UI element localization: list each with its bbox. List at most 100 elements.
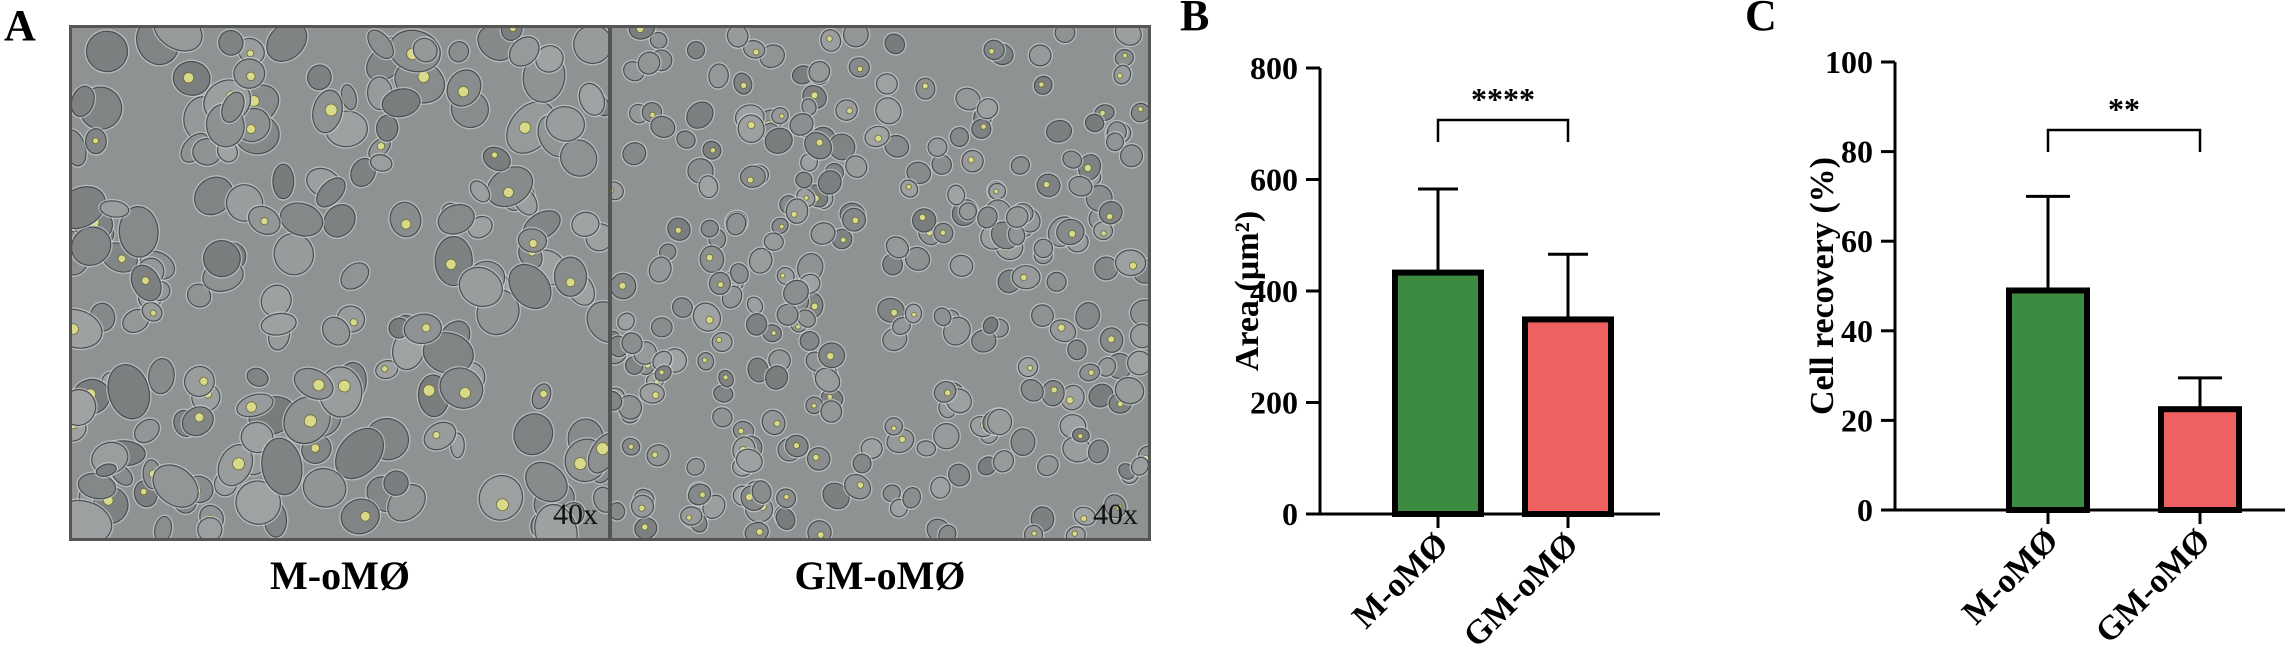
- cell: [818, 28, 843, 54]
- cell-body: [508, 263, 552, 310]
- cell-body: [637, 51, 661, 75]
- cell: [374, 113, 400, 144]
- cell: [1102, 492, 1128, 520]
- cell-body: [367, 29, 394, 60]
- cell: [72, 498, 114, 538]
- cell-nucleus: [1122, 52, 1128, 59]
- cell: [648, 114, 677, 140]
- cell-nucleus: [815, 138, 824, 147]
- cell-nucleus: [812, 453, 820, 461]
- cell-body: [508, 36, 540, 67]
- cell-body: [938, 524, 957, 538]
- cell-body: [218, 29, 244, 56]
- y-tick-label: 400: [1250, 273, 1298, 309]
- cell-body: [534, 503, 578, 538]
- cell: [216, 28, 245, 58]
- cell-body: [933, 307, 952, 327]
- cell-body: [478, 474, 524, 521]
- cell: [926, 135, 949, 159]
- cell-nucleus: [1050, 386, 1058, 394]
- cell-body: [783, 279, 809, 306]
- cell-body: [875, 73, 898, 95]
- cell: [523, 460, 570, 504]
- cell: [763, 126, 795, 156]
- cell-body: [448, 40, 470, 63]
- cell-nucleus: [1031, 530, 1038, 537]
- cell: [1022, 523, 1045, 538]
- cell-body: [712, 407, 733, 428]
- cell-body: [1130, 102, 1148, 123]
- cell: [774, 487, 798, 510]
- cell: [314, 176, 348, 209]
- cell-body: [711, 331, 733, 353]
- cell: [216, 442, 255, 488]
- cell-nucleus: [921, 82, 929, 90]
- cell-nucleus: [826, 352, 835, 361]
- cell-body: [808, 60, 831, 83]
- cell-body: [612, 502, 626, 521]
- cell-body: [726, 212, 747, 236]
- cell-nucleus: [1020, 273, 1028, 282]
- cell: [72, 184, 108, 231]
- cell: [402, 312, 444, 346]
- cell-body: [513, 413, 554, 456]
- cell-nucleus: [674, 226, 682, 234]
- cell-nucleus: [421, 323, 431, 333]
- cell: [816, 168, 844, 197]
- cell-body: [1084, 113, 1105, 133]
- cell: [931, 221, 955, 245]
- cell: [728, 261, 751, 286]
- cell: [734, 447, 765, 474]
- cell: [731, 71, 754, 97]
- cell: [620, 140, 648, 167]
- cell: [1086, 437, 1111, 465]
- micrograph-gm-omo: 40x: [609, 25, 1151, 541]
- cell-nucleus: [905, 183, 912, 190]
- cell: [884, 234, 911, 260]
- cell: [769, 105, 791, 126]
- cell: [685, 39, 707, 61]
- cell-body: [72, 499, 113, 538]
- cell: [910, 206, 938, 234]
- cell: [841, 28, 871, 49]
- cell-body: [535, 45, 564, 73]
- cell: [585, 299, 608, 345]
- cell-body: [221, 91, 245, 123]
- cell: [763, 364, 790, 392]
- cell: [292, 366, 335, 402]
- cell-nucleus: [1071, 530, 1078, 537]
- cell: [1129, 455, 1148, 478]
- bar: [1522, 316, 1614, 517]
- cell-nucleus: [747, 121, 756, 130]
- cell-body: [612, 181, 624, 201]
- cell-nucleus: [709, 147, 716, 154]
- cell: [438, 366, 485, 411]
- cell: [1027, 42, 1053, 68]
- cell: [98, 198, 131, 220]
- cell-body: [761, 409, 786, 436]
- cell: [743, 520, 771, 538]
- cell-body: [152, 464, 199, 508]
- cell: [1113, 375, 1146, 406]
- cell-nucleus: [1077, 433, 1084, 439]
- cell: [985, 407, 1014, 437]
- cell-body: [72, 186, 106, 230]
- cell: [338, 260, 371, 292]
- y-tick-label: 200: [1250, 385, 1298, 421]
- cell: [620, 330, 644, 356]
- cell-body: [698, 175, 719, 199]
- cell-body: [1129, 323, 1148, 349]
- cell-nucleus: [636, 28, 645, 33]
- cell-body: [686, 457, 705, 476]
- cell: [447, 39, 471, 64]
- cell: [736, 113, 767, 145]
- cell: [259, 311, 299, 338]
- cell-nucleus: [596, 442, 608, 456]
- y-tick-label: 800: [1250, 50, 1298, 86]
- cell-nucleus: [246, 71, 256, 82]
- cell: [945, 183, 967, 207]
- y-tick-label: 40: [1841, 313, 1873, 349]
- significance-label: **: [2108, 91, 2140, 127]
- cell: [1118, 142, 1145, 169]
- cell: [234, 391, 275, 419]
